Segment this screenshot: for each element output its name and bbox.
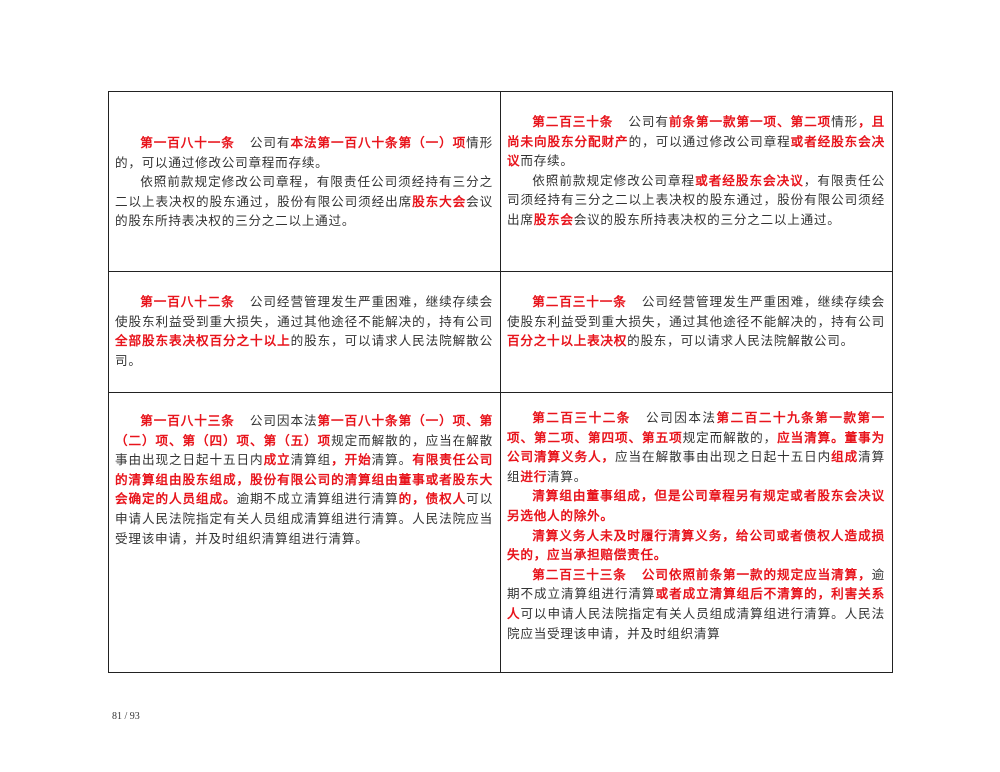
old-article-cell: 第一百八十三条 公司因本法第一百八十条第（一）项、第（二）项、第（四）项、第（五）… — [108, 392, 501, 673]
text: 而存续。 — [520, 153, 574, 169]
highlighted-text: 或者成立清算组后不清算的，利害关系人 — [507, 586, 886, 621]
old-article-cell: 第一百八十一条 公司有本法第一百八十条第（一）项情形的，可以通过修改公司章程而存续… — [108, 91, 501, 272]
text: 逾期不成立清算组进行清算 — [236, 491, 399, 507]
article-number: 第二百三十三条 — [532, 566, 627, 582]
table-row: 第一百八十一条 公司有本法第一百八十条第（一）项情形的，可以通过修改公司章程而存续… — [108, 91, 893, 272]
highlighted-text: 或者经股东会决议 — [695, 172, 804, 188]
text: 清算。 — [371, 452, 413, 468]
text: 公司有 — [249, 135, 291, 150]
highlighted-text: 本法第一百八十条第（一）项 — [290, 135, 467, 150]
text: 清算组 — [290, 452, 332, 468]
highlighted-text: 组成 — [831, 449, 859, 465]
new-article-cell: 第二百三十条 公司有前条第一款第一项、第二项情形，且尚未向股东分配财产的，可以通过… — [500, 91, 893, 272]
highlighted-text: 的，债权人 — [398, 491, 467, 507]
text: 情形 — [831, 114, 859, 129]
text: 公司经营管理发生严重困难，继续存续会使股东利益受到重大损失，通过其他途径不能解决… — [507, 294, 886, 329]
page-number: 81 / 93 — [112, 711, 140, 722]
text: 的股东，可以请求人民法院解散公司。 — [115, 333, 494, 368]
highlighted-text: 前条第一款第一项、第二项 — [668, 114, 832, 129]
comparison-table: 第一百八十一条 公司有本法第一百八十条第（一）项情形的，可以通过修改公司章程而存续… — [108, 91, 893, 673]
paragraph: 第一百八十二条 公司经营管理发生严重困难，继续存续会使股东利益受到重大损失，通过其… — [115, 292, 493, 370]
paragraph: 清算义务人未及时履行清算义务，给公司或者债权人造成损失的，应当承担赔偿责任。 — [507, 526, 885, 565]
highlighted-text: 股东会 — [533, 211, 574, 227]
text: 清算组 — [507, 449, 886, 484]
text: 会议的股东所持表决权的三分之二以上通过。 — [115, 193, 494, 229]
new-article-cell: 第二百三十一条 公司经营管理发生严重困难，继续存续会使股东利益受到重大损失，通过其… — [500, 271, 893, 393]
article-number: 第二百三十条 — [532, 114, 614, 129]
highlighted-text: 或者经股东会决议 — [507, 133, 886, 169]
highlighted-text: 清算义务人未及时履行清算义务，给公司或者债权人造成损失的，应当承担赔偿责任。 — [507, 527, 885, 563]
paragraph: 第一百八十一条 公司有本法第一百八十条第（一）项情形的，可以通过修改公司章程而存续… — [115, 133, 493, 172]
text: 逾期不成立清算组进行清算 — [507, 566, 886, 602]
paragraph: 第二百三十三条 公司依照前条第一款的规定应当清算，逾期不成立清算组进行清算或者成立… — [507, 565, 885, 643]
article-number: 第一百八十三条 — [140, 413, 235, 428]
highlighted-text: 股东大会 — [412, 193, 467, 209]
highlighted-text: ，且尚未向股东分配财产 — [507, 114, 886, 149]
table-row: 第一百八十二条 公司经营管理发生严重困难，继续存续会使股东利益受到重大损失，通过其… — [108, 271, 893, 393]
text: 的，可以通过修改公司章程 — [628, 133, 791, 149]
article-number: 第二百三十二条 — [532, 410, 631, 425]
highlighted-text: 清算组由董事组成，但是公司章程另有规定或者股东会决议另选他人的除外。 — [507, 488, 885, 523]
paragraph: 第二百三十条 公司有前条第一款第一项、第二项情形，且尚未向股东分配财产的，可以通过… — [507, 112, 885, 171]
article-number: 第二百三十一条 — [532, 294, 627, 309]
paragraph: 第二百三十一条 公司经营管理发生严重困难，继续存续会使股东利益受到重大损失，通过其… — [507, 292, 885, 351]
text: 情形的，可以通过修改公司章程而存续。 — [115, 135, 494, 170]
paragraph: 清算组由董事组成，但是公司章程另有规定或者股东会决议另选他人的除外。 — [507, 486, 885, 525]
text: 公司有 — [628, 114, 669, 129]
text: 规定而解散的， — [682, 429, 778, 445]
text: 清算。 — [547, 468, 588, 484]
highlighted-text: 公司依照前条第一款的规定应当清算， — [641, 566, 872, 582]
text: 公司因本法 — [646, 410, 717, 425]
highlighted-text: 第二百二十九条第一款第一项、第二项、第四项、第五项 — [507, 410, 886, 445]
highlighted-text: 应当清算。董事为公司清算义务人， — [507, 429, 886, 465]
text: 会议的股东所持表决权的三分之二以上通过。 — [573, 211, 841, 227]
highlighted-text: 第一百八十条第（一）项、第（二）项、第（四）项、第（五）项 — [115, 413, 494, 448]
highlighted-text: ，开始 — [331, 452, 372, 468]
paragraph: 第二百三十二条 公司因本法第二百二十九条第一款第一项、第二项、第四项、第五项规定而… — [507, 408, 885, 486]
article-number: 第一百八十一条 — [140, 135, 235, 150]
text: 可以申请人民法院指定有关人员组成清算组进行清算。人民法院应当受理该申请，并及时组… — [507, 605, 886, 641]
article-number: 第一百八十二条 — [140, 294, 235, 309]
highlighted-text: 成立 — [263, 452, 291, 468]
paragraph: 依照前款规定修改公司章程，有限责任公司须经持有三分之二以上表决权的股东通过，股份… — [115, 172, 493, 231]
text: ，有限责任公司须经持有三分之二以上表决权的股东通过，股份有限公司须经出席 — [507, 172, 886, 227]
highlighted-text: 进行 — [520, 468, 548, 484]
old-article-cell: 第一百八十二条 公司经营管理发生严重困难，继续存续会使股东利益受到重大损失，通过其… — [108, 271, 501, 393]
text: 依照前款规定修改公司章程 — [532, 172, 696, 188]
text: 可以申请人民法院指定有关人员组成清算组进行清算。人民法院应当受理该申请，并及时组… — [115, 491, 494, 546]
text: 公司因本法 — [249, 413, 318, 428]
highlighted-text: 全部股东表决权百分之十以上 — [115, 333, 291, 349]
paragraph: 依照前款规定修改公司章程或者经股东会决议，有限责任公司须经持有三分之二以上表决权… — [507, 171, 885, 230]
paragraph: 第一百八十三条 公司因本法第一百八十条第（一）项、第（二）项、第（四）项、第（五）… — [115, 411, 493, 548]
new-article-cell: 第二百三十二条 公司因本法第二百二十九条第一款第一项、第二项、第四项、第五项规定而… — [500, 392, 893, 673]
text: 规定而解散的，应当在解散事由出现之日起十五日内 — [115, 432, 494, 468]
text: 的股东，可以请求人民法院解散公司。 — [627, 333, 854, 349]
text: 依照前款规定修改公司章程，有限责任公司须经持有三分之二以上表决权的股东通过，股份… — [115, 174, 493, 209]
highlighted-text: 有限责任公司的清算组由股东组成，股份有限公司的清算组由董事或者股东大会确定的人员… — [115, 452, 494, 507]
highlighted-text: 百分之十以上表决权 — [507, 333, 628, 349]
text: 应当在解散事由出现之日起十五日内 — [615, 449, 832, 465]
text: 公司经营管理发生严重困难，继续存续会使股东利益受到重大损失，通过其他途径不能解决… — [115, 294, 494, 329]
table-row: 第一百八十三条 公司因本法第一百八十条第（一）项、第（二）项、第（四）项、第（五）… — [108, 392, 893, 673]
